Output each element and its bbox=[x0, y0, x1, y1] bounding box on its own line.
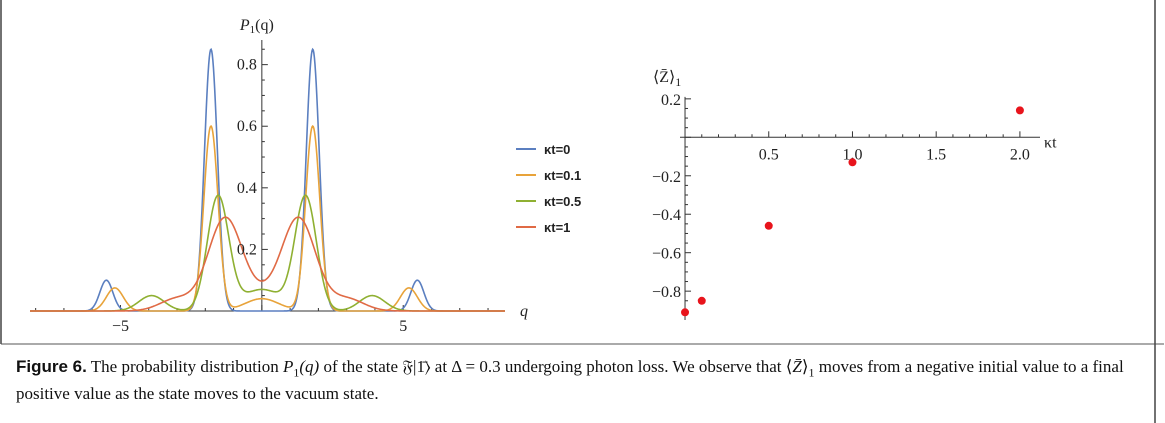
y-tick-label: 0.6 bbox=[237, 118, 257, 135]
data-point-4 bbox=[1015, 106, 1024, 115]
data-point-2 bbox=[764, 221, 773, 230]
x-tick-label: 0.5 bbox=[759, 146, 779, 163]
y-tick-label: −0.6 bbox=[652, 246, 681, 263]
y-tick-label: 0.8 bbox=[237, 57, 257, 74]
x-axis-label: q bbox=[520, 303, 528, 320]
z-expectation-scatter-chart: 0.5 1.0 1.5 2.0 0.2 −0.2 −0.4 −0.6 −0.8 ⟨Z̄⟩1 κt bbox=[652, 69, 1057, 320]
caption-fragment: The probability distribution bbox=[86, 357, 283, 376]
scatter-points bbox=[681, 106, 1024, 317]
figure-caption: Figure 6. The probability distribution P… bbox=[16, 356, 1136, 404]
figure-label: Figure 6. bbox=[16, 357, 87, 376]
y-tick-label: −0.2 bbox=[652, 169, 681, 186]
caption-fragment: 1 bbox=[293, 365, 300, 380]
caption-text: The probability distribution P1(q) of th… bbox=[16, 357, 1124, 403]
y-axis-label-sub: 1 bbox=[250, 24, 256, 36]
y-tick-label: −0.8 bbox=[652, 284, 681, 301]
legend-label-2: κt=0.5 bbox=[544, 194, 581, 209]
y-tick-label: −0.4 bbox=[652, 207, 681, 224]
x-tick-label: −5 bbox=[112, 318, 129, 335]
series-line-0 bbox=[30, 47, 505, 312]
series-lines bbox=[30, 47, 505, 312]
x-tick-label: 1.5 bbox=[926, 146, 946, 163]
x-tick-label: 2.0 bbox=[1010, 146, 1030, 163]
series-line-3 bbox=[30, 216, 505, 312]
caption-fragment: ⟩ bbox=[801, 357, 809, 376]
y-axis-label-main: P bbox=[239, 17, 250, 34]
series-line-1 bbox=[30, 124, 505, 312]
probability-distribution-chart: −5 5 0.2 0.4 0.6 0.8 P1(q) q bbox=[30, 17, 528, 335]
legend-label-3: κt=1 bbox=[544, 220, 570, 235]
data-point-0 bbox=[681, 308, 690, 317]
legend-label-1: κt=0.1 bbox=[544, 168, 581, 183]
y-axis-label: ⟨Z̄⟩1 bbox=[653, 69, 681, 89]
y-tick-label: 0.4 bbox=[237, 180, 257, 197]
y-axis-label-main: ⟨Z̄⟩ bbox=[653, 69, 675, 86]
caption-fragment: (q) bbox=[299, 357, 320, 376]
y-axis-label: P1(q) bbox=[239, 17, 274, 36]
caption-fragment: moves from a negative initial value to a… bbox=[16, 357, 1124, 404]
x-tick-label: 5 bbox=[399, 318, 407, 335]
caption-fragment: of the state 𝔉|1̄⟩ at Δ = 0.3 undergoing… bbox=[319, 357, 793, 376]
data-point-1 bbox=[697, 296, 706, 305]
y-tick-label: 0.2 bbox=[237, 241, 257, 258]
caption-fragment: Z̄ bbox=[792, 357, 802, 376]
series-line-2 bbox=[30, 194, 505, 312]
y-tick-label: 0.2 bbox=[661, 92, 681, 109]
y-axis-label-tail: (q) bbox=[255, 17, 274, 34]
legend: κt=0 κt=0.1 κt=0.5 κt=1 bbox=[516, 142, 581, 235]
data-point-3 bbox=[848, 158, 857, 167]
x-axis-label: κt bbox=[1044, 134, 1057, 151]
caption-fragment: 1 bbox=[808, 365, 815, 380]
legend-label-0: κt=0 bbox=[544, 142, 570, 157]
y-axis-label-sub: 1 bbox=[675, 75, 681, 89]
caption-fragment: P bbox=[282, 357, 294, 376]
x-tick-label: 1.0 bbox=[842, 146, 862, 163]
